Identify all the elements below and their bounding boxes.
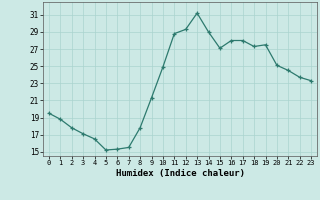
X-axis label: Humidex (Indice chaleur): Humidex (Indice chaleur) <box>116 169 244 178</box>
